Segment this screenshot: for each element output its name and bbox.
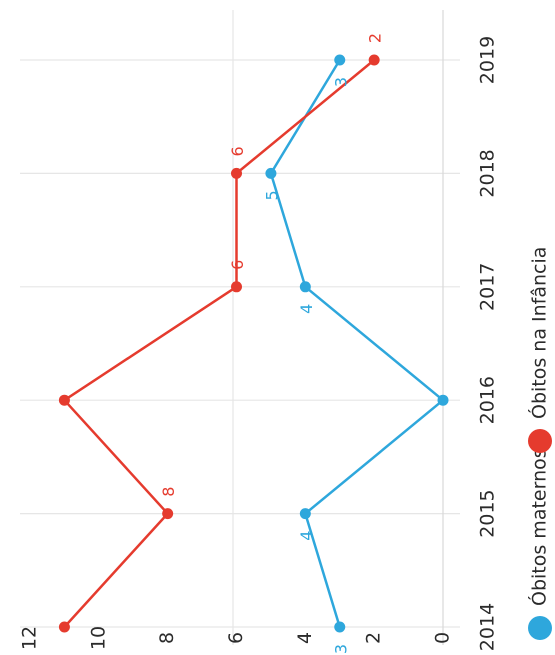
point-1-2016 — [58, 394, 70, 406]
point-1-2014 — [58, 621, 70, 633]
x-tick-2016: 2016 — [477, 376, 499, 424]
data-label-0-2017: 4 — [297, 304, 316, 314]
y-axis-ticks: 0 2 4 6 8 10 12 — [19, 626, 454, 650]
value-tick-8: 8 — [156, 632, 178, 644]
value-tick-0: 0 — [432, 632, 454, 644]
data-label-1-2015: 8 — [159, 487, 178, 497]
legend-marker-0 — [528, 616, 552, 640]
data-label-0-2015: 4 — [297, 531, 316, 541]
value-tick-2: 2 — [363, 632, 385, 644]
grid-lines — [20, 10, 460, 645]
series-line-1 — [63, 59, 375, 628]
legend-label-1: Óbitos na Infância — [527, 247, 551, 419]
point-0-2015 — [299, 508, 311, 520]
data-labels: 3 4 4 5 3 8 6 6 2 — [159, 33, 384, 654]
x-tick-2017: 2017 — [477, 263, 499, 311]
series-line-0 — [269, 59, 445, 628]
point-0-2017 — [299, 281, 311, 293]
point-0-2016 — [437, 394, 449, 406]
legend: Óbitos maternos Óbitos na Infância — [527, 247, 552, 640]
x-tick-2018: 2018 — [477, 149, 499, 197]
data-label-1-2017: 6 — [228, 260, 247, 270]
legend-marker-1 — [528, 429, 552, 453]
value-tick-4: 4 — [294, 632, 316, 644]
data-label-0-2014: 3 — [331, 644, 350, 654]
x-axis-ticks: 2014 2015 2016 2017 2018 2019 — [477, 36, 499, 651]
data-label-0-2019: 3 — [331, 77, 350, 87]
point-1-2017 — [231, 281, 242, 293]
x-tick-2015: 2015 — [477, 489, 499, 537]
x-tick-2014: 2014 — [477, 603, 499, 651]
legend-label-0: Óbitos maternos — [527, 448, 551, 606]
point-1-2018 — [231, 167, 242, 179]
point-1-2015 — [162, 508, 174, 520]
value-tick-10: 10 — [87, 626, 109, 650]
value-tick-12: 12 — [19, 626, 41, 650]
data-label-1-2018: 6 — [228, 146, 247, 156]
value-tick-6: 6 — [225, 632, 247, 644]
data-label-1-2019: 2 — [366, 33, 385, 43]
x-tick-2019: 2019 — [477, 36, 499, 84]
data-label-0-2018: 5 — [262, 190, 281, 200]
series-group — [58, 54, 449, 633]
point-1-2019 — [368, 54, 380, 66]
point-0-2014 — [334, 621, 346, 633]
point-0-2019 — [334, 54, 346, 66]
point-0-2018 — [265, 167, 277, 179]
